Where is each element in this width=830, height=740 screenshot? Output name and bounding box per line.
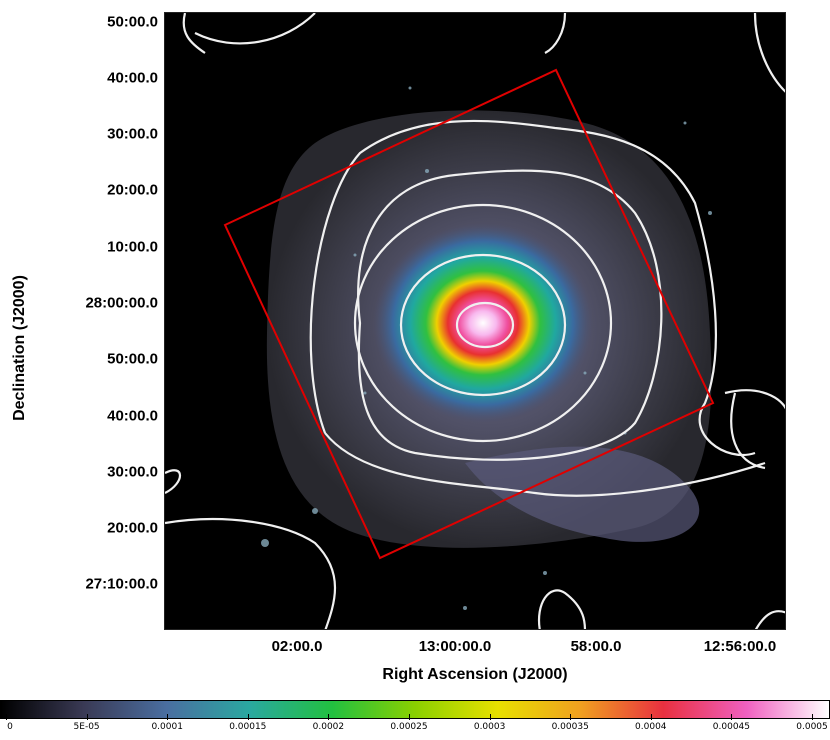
colorbar-tick-label: 0.00035 [551,722,589,732]
colorbar[interactable] [0,700,830,719]
colorbar-tick-mark [328,714,330,720]
colorbar-tick-mark [409,714,410,720]
sky-image [165,13,785,629]
y-tick-label: 40:00.0 [107,407,158,425]
colorbar-tick-label: 0.0001 [151,722,183,732]
y-tick-label: 30:00.0 [107,463,158,481]
colorbar-tick-mark [650,714,652,720]
y-tick-label: 20:00.0 [107,519,158,537]
colorbar-tick-mark [247,714,249,720]
colorbar-tick-mark [6,714,7,720]
y-tick-label: 27:10:00.0 [85,575,158,593]
x-tick-label: 12:56:00.0 [703,638,777,655]
colorbar-tick-label: 0.0002 [312,722,345,732]
field-of-view-box [223,68,715,560]
colorbar-tick-mark [489,714,491,720]
y-tick-label: 10:00.0 [107,238,158,256]
colorbar-tick-label: 0.0005 [796,722,828,732]
colorbar-tick-label: 0.00025 [390,722,428,732]
colorbar-tick-label: 5E-05 [73,722,100,732]
colorbar-tick-label: 0.0003 [473,722,506,732]
y-axis-label: Declination (J2000) [11,275,28,421]
contours [165,13,785,629]
colorbar-tick-mark [731,714,733,720]
x-tick-label: 02:00.0 [271,638,323,655]
x-tick-label: 58:00.0 [570,638,622,655]
colorbar-tick-label: 0.00045 [712,722,750,732]
x-axis-label: Right Ascension (J2000) [382,666,568,683]
y-tick-label: 50:00.0 [107,13,158,31]
diffuse-tail [465,446,700,542]
y-tick-label: 28:00:00.0 [85,294,158,312]
sky-image-panel[interactable] [164,12,786,630]
x-tick-label: 13:00:00.0 [418,638,492,655]
y-tick-label: 40:00.0 [107,69,158,87]
colorbar-tick-mark [570,714,572,720]
colorbar-tick-mark [812,714,813,720]
colorbar-tick-label: 0 [7,722,13,732]
colorbar-tick-mark [167,714,169,720]
cluster-core [373,223,593,423]
colorbar-tick-label: 0.0004 [635,722,667,732]
colorbar-tick-label: 0.00015 [229,722,267,732]
colorbar-tick-mark [86,714,88,720]
y-tick-label: 20:00.0 [107,181,158,199]
y-tick-label: 50:00.0 [107,350,158,368]
y-tick-label: 30:00.0 [107,125,158,143]
